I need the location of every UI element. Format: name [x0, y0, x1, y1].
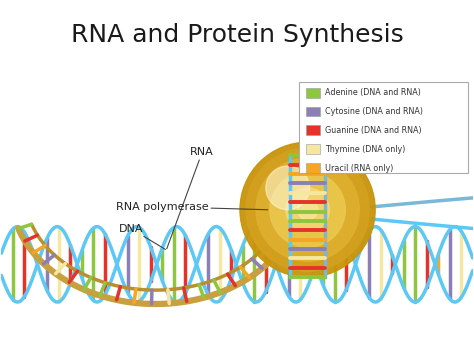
Circle shape [246, 148, 369, 271]
Text: Adenine (DNA and RNA): Adenine (DNA and RNA) [326, 88, 421, 97]
Text: Thymine (DNA only): Thymine (DNA only) [326, 145, 406, 154]
Bar [306, 106, 319, 116]
Circle shape [270, 172, 346, 247]
Bar [306, 125, 319, 135]
Text: RNA and Protein Synthesis: RNA and Protein Synthesis [71, 23, 403, 47]
Bar [306, 163, 319, 173]
Text: RNA: RNA [167, 147, 214, 249]
Circle shape [286, 188, 329, 231]
Text: RNA polymerase: RNA polymerase [116, 202, 268, 212]
FancyBboxPatch shape [299, 82, 468, 173]
Text: Cytosine (DNA and RNA): Cytosine (DNA and RNA) [326, 107, 423, 116]
Circle shape [298, 200, 318, 220]
Bar [306, 144, 319, 154]
Text: Uracil (RNA only): Uracil (RNA only) [326, 164, 394, 173]
Circle shape [240, 142, 375, 277]
Circle shape [256, 158, 359, 261]
Bar [306, 88, 319, 98]
Circle shape [266, 166, 310, 210]
Text: Guanine (DNA and RNA): Guanine (DNA and RNA) [326, 126, 422, 135]
Text: DNA: DNA [118, 224, 165, 250]
